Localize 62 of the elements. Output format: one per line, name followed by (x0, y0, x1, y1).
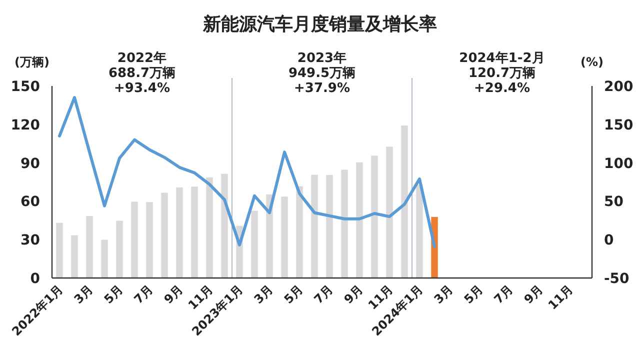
bar (116, 220, 123, 278)
y2-tick-label: 150 (604, 117, 634, 134)
x-tick-label: 11月 (545, 282, 576, 312)
x-tick-label: 5月 (461, 282, 486, 307)
bar (416, 184, 423, 278)
text: 120.7万辆 (468, 66, 536, 81)
x-tick-label: 5月 (101, 282, 126, 307)
bar (86, 216, 93, 278)
y2-tick-label: 200 (604, 79, 634, 95)
x-tick-label: 3月 (431, 282, 456, 307)
y2-tick-label: -50 (604, 271, 630, 287)
text: 2022年 (117, 51, 167, 66)
bar (296, 186, 303, 278)
bar (326, 174, 333, 278)
y-tick-label: 120 (10, 117, 40, 134)
x-tick-label: 9月 (341, 282, 366, 307)
y-tick-label: 0 (30, 271, 40, 287)
y2-tick-label: 50 (604, 194, 624, 210)
text: 2024年1-2月 (459, 51, 545, 66)
bar (101, 240, 108, 278)
y2-tick-label: 0 (604, 232, 614, 249)
bar (371, 156, 378, 278)
y2-tick-label: 100 (604, 156, 634, 172)
bar (161, 192, 168, 278)
bar (401, 126, 408, 278)
y-tick-label: 60 (20, 194, 40, 210)
text: 2023年 (297, 51, 347, 66)
y-axis-title: (万辆) (14, 55, 50, 69)
bar (56, 222, 63, 278)
x-tick-label: 3月 (71, 282, 96, 307)
bar (191, 186, 198, 278)
x-tick-label: 7月 (311, 282, 336, 307)
text: 688.7万辆 (108, 66, 176, 81)
bar (176, 187, 183, 278)
x-tick-label: 3月 (251, 282, 276, 307)
annotation: +93.4% (114, 81, 170, 96)
y-tick-label: 90 (20, 156, 40, 172)
line-series (58, 96, 436, 248)
bar (386, 146, 393, 278)
bar (206, 177, 213, 278)
bar (311, 174, 318, 278)
bar (251, 210, 258, 278)
x-tick-label: 7月 (131, 282, 156, 307)
x-tick-label: 9月 (521, 282, 546, 307)
x-tick-label: 7月 (491, 282, 516, 307)
x-tick-label: 9月 (161, 282, 186, 307)
x-tick-label: 5月 (281, 282, 306, 307)
chart-title: 新能源汽车月度销量及增长率 (202, 14, 437, 35)
annotation: +29.4% (474, 81, 530, 96)
bar (281, 196, 288, 278)
y-tick-label: 30 (20, 232, 40, 249)
y2-axis-title: (%) (580, 55, 604, 69)
bar (131, 202, 138, 278)
annotation: +37.9% (294, 81, 350, 96)
bar (341, 170, 348, 278)
bar (71, 235, 78, 278)
text: 949.5万辆 (288, 66, 356, 81)
bar (266, 194, 273, 278)
bar (146, 202, 153, 278)
bar (356, 162, 363, 278)
y-tick-label: 150 (10, 79, 40, 95)
bar (221, 174, 228, 278)
